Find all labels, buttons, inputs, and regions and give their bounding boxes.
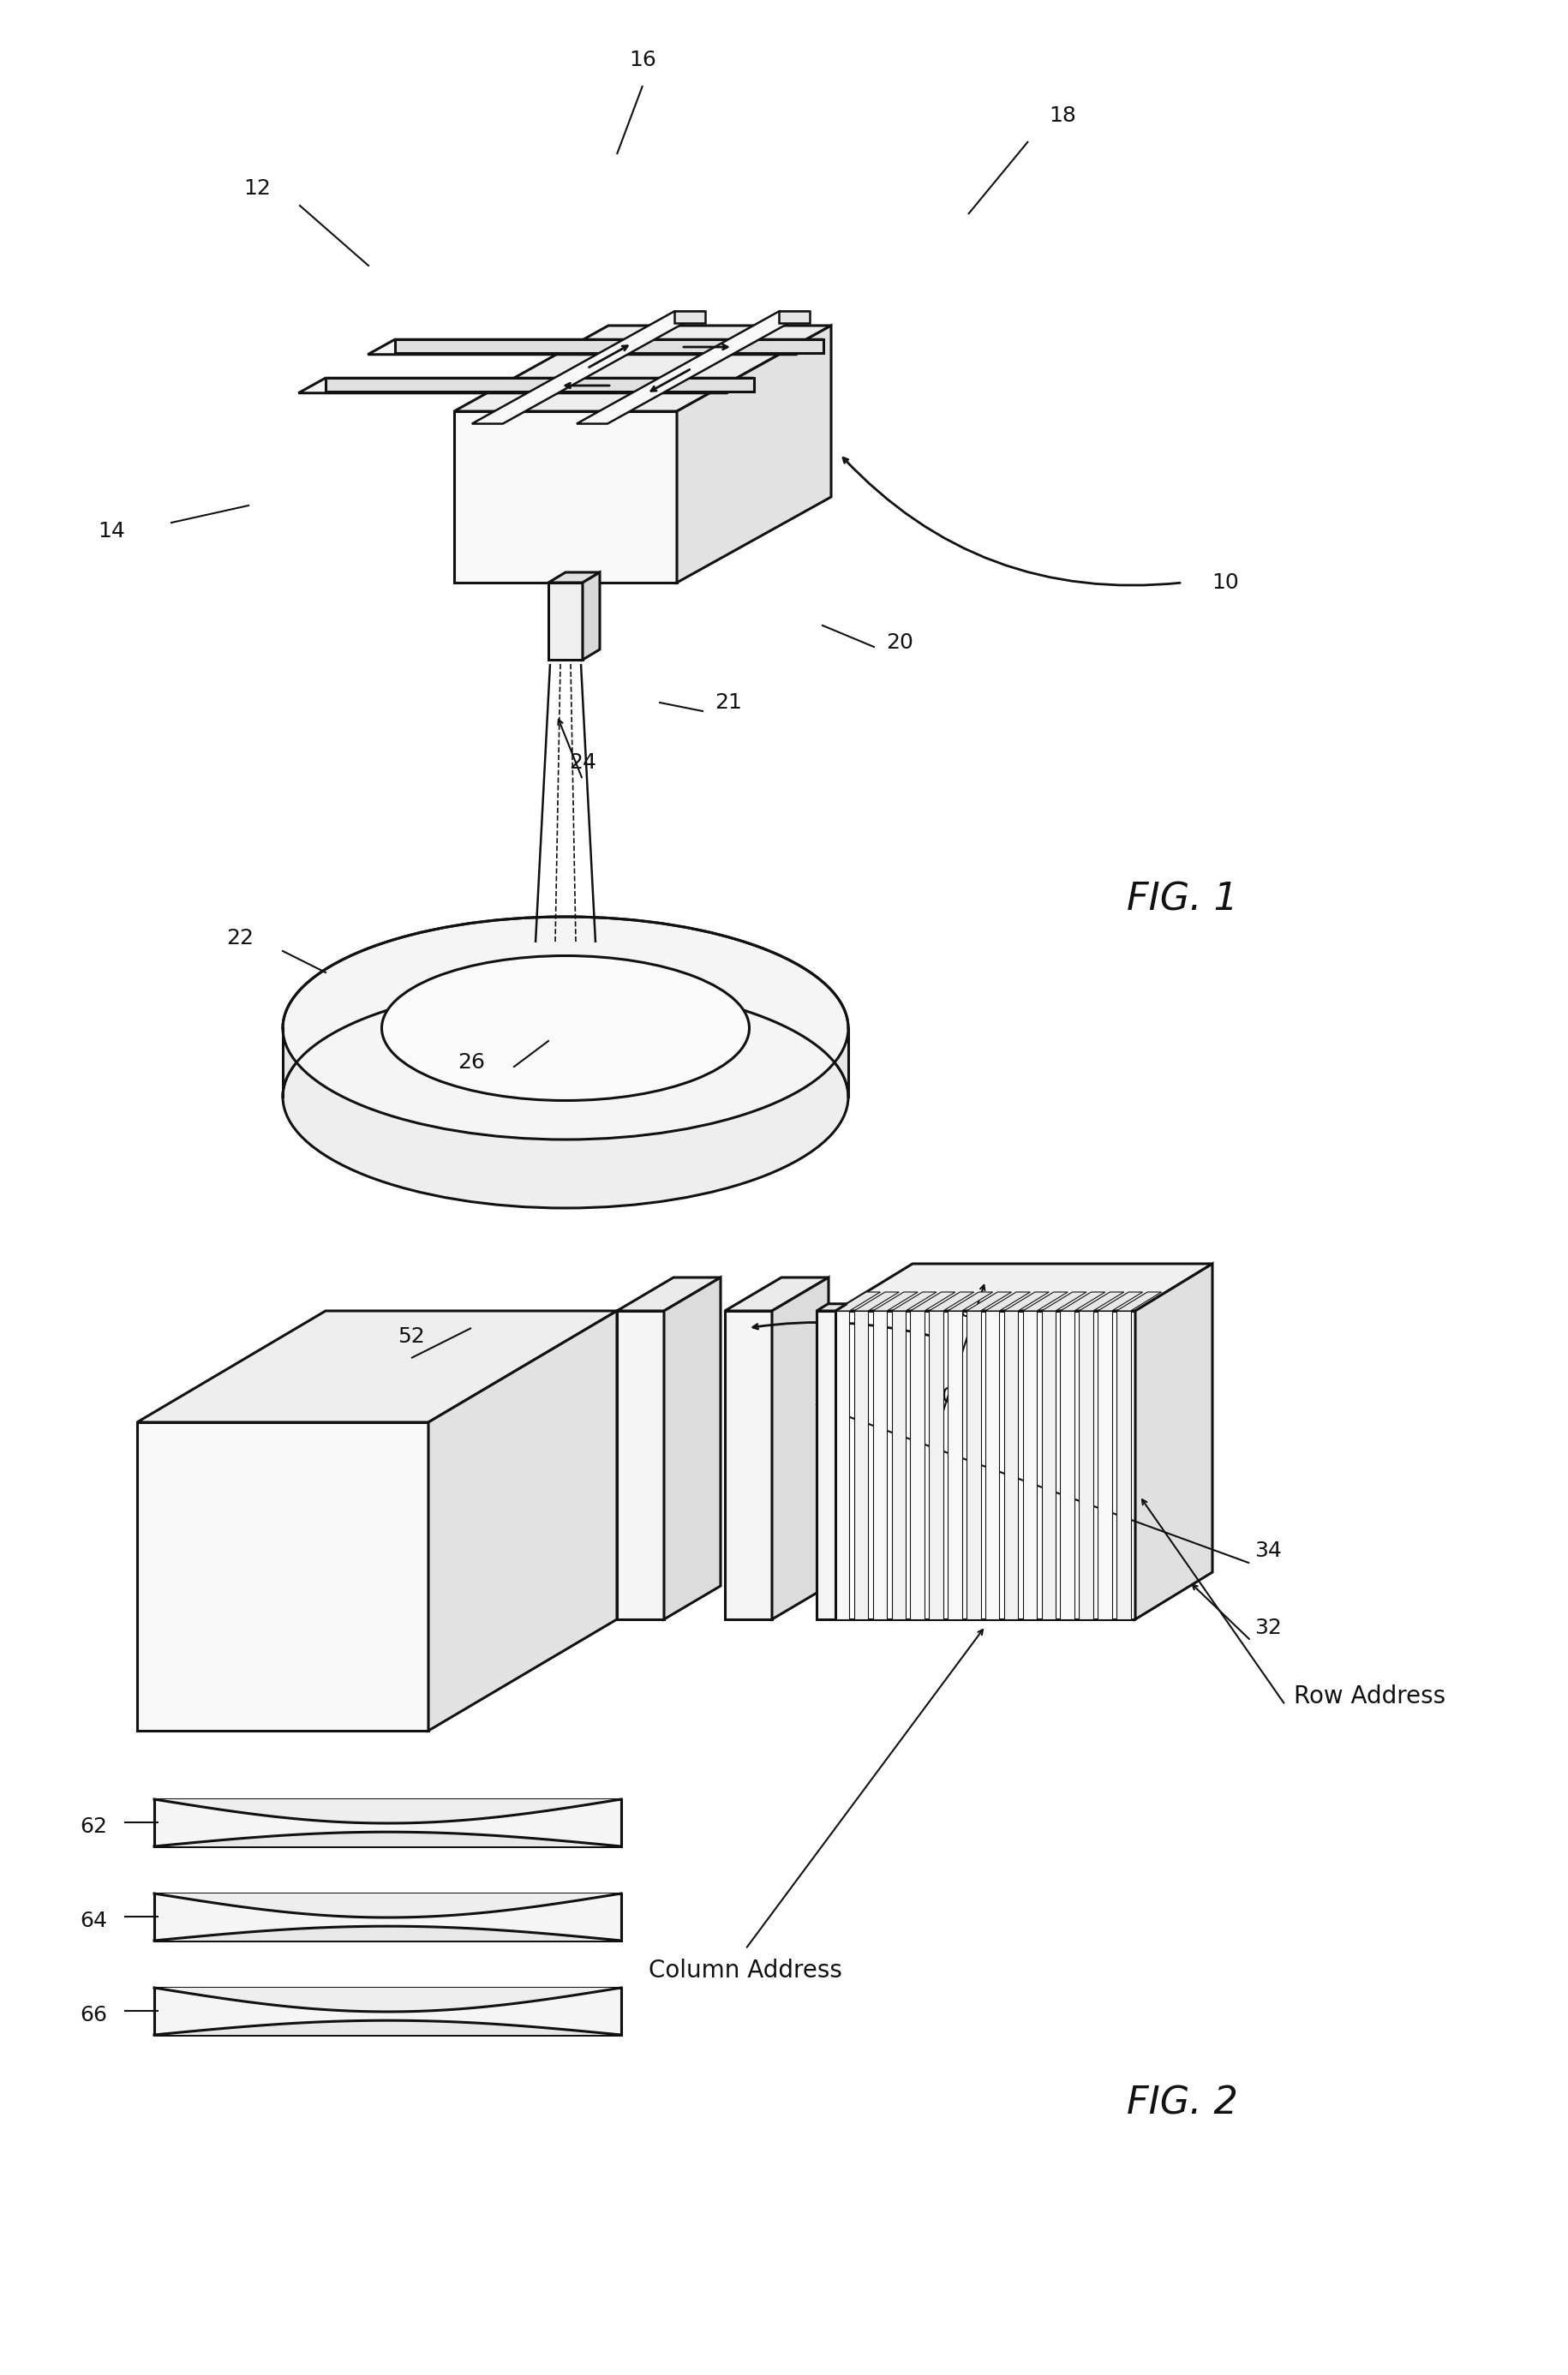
Polygon shape (616, 1311, 663, 1620)
Polygon shape (298, 378, 753, 392)
Text: 10: 10 (1210, 572, 1239, 594)
Text: 62: 62 (80, 1817, 107, 1836)
Polygon shape (1022, 1311, 1036, 1620)
Polygon shape (891, 1311, 905, 1620)
Polygon shape (909, 1311, 924, 1620)
Polygon shape (428, 1311, 616, 1731)
Text: FIG. 1: FIG. 1 (1126, 881, 1237, 919)
Text: 30: 30 (946, 1302, 972, 1320)
Text: Column Address: Column Address (648, 1959, 842, 1983)
Polygon shape (891, 1292, 936, 1311)
Ellipse shape (381, 955, 750, 1100)
Ellipse shape (282, 986, 848, 1209)
Polygon shape (947, 1292, 993, 1311)
Text: 48: 48 (637, 1325, 665, 1347)
Polygon shape (1135, 1264, 1212, 1620)
Polygon shape (834, 1264, 1212, 1311)
Polygon shape (367, 340, 823, 354)
Text: FIG. 2: FIG. 2 (1126, 2085, 1237, 2121)
Polygon shape (815, 1311, 834, 1620)
Polygon shape (966, 1311, 980, 1620)
Polygon shape (1060, 1292, 1104, 1311)
Polygon shape (676, 325, 831, 582)
Polygon shape (928, 1292, 974, 1311)
Polygon shape (1041, 1311, 1055, 1620)
Polygon shape (724, 1278, 828, 1311)
Text: 66: 66 (80, 2004, 107, 2026)
Polygon shape (771, 1278, 828, 1620)
Text: 21: 21 (715, 691, 742, 712)
Polygon shape (577, 311, 809, 423)
Text: 64: 64 (80, 1910, 107, 1931)
Polygon shape (834, 1292, 880, 1311)
Text: Row Address: Row Address (1294, 1684, 1444, 1708)
Text: 22: 22 (226, 929, 254, 948)
Polygon shape (549, 572, 599, 582)
Polygon shape (154, 1988, 621, 2035)
Polygon shape (909, 1292, 955, 1311)
Text: 52: 52 (397, 1325, 425, 1347)
Polygon shape (853, 1292, 898, 1311)
Polygon shape (928, 1311, 942, 1620)
Polygon shape (582, 572, 599, 660)
Polygon shape (453, 411, 676, 582)
Polygon shape (1098, 1311, 1112, 1620)
Polygon shape (1116, 1311, 1131, 1620)
Polygon shape (1116, 1292, 1160, 1311)
Polygon shape (136, 1311, 616, 1423)
Ellipse shape (282, 917, 848, 1140)
Polygon shape (549, 582, 582, 660)
Text: 32: 32 (1254, 1617, 1281, 1639)
Text: 12: 12 (243, 178, 271, 200)
Text: 24: 24 (569, 753, 596, 772)
Polygon shape (1004, 1292, 1049, 1311)
Polygon shape (1041, 1292, 1087, 1311)
Polygon shape (616, 1278, 720, 1311)
Polygon shape (674, 311, 704, 323)
Polygon shape (1022, 1292, 1068, 1311)
Polygon shape (815, 1304, 847, 1311)
Polygon shape (395, 340, 823, 354)
Text: 20: 20 (886, 632, 913, 653)
Text: 40: 40 (928, 1387, 955, 1406)
Polygon shape (985, 1311, 999, 1620)
Polygon shape (325, 378, 753, 392)
Polygon shape (154, 1800, 621, 1845)
Polygon shape (154, 1893, 621, 1940)
Polygon shape (985, 1292, 1030, 1311)
Text: 16: 16 (629, 50, 655, 71)
Polygon shape (663, 1278, 720, 1620)
Polygon shape (453, 325, 831, 411)
Polygon shape (947, 1311, 961, 1620)
Text: 14: 14 (97, 520, 125, 542)
Polygon shape (853, 1311, 867, 1620)
Polygon shape (872, 1292, 917, 1311)
Polygon shape (472, 311, 704, 423)
Text: 18: 18 (1049, 104, 1076, 126)
Text: 42: 42 (748, 1325, 776, 1347)
Polygon shape (1004, 1311, 1018, 1620)
Polygon shape (1060, 1311, 1074, 1620)
Polygon shape (872, 1311, 886, 1620)
Polygon shape (778, 311, 809, 323)
Polygon shape (724, 1311, 771, 1620)
Polygon shape (136, 1423, 428, 1731)
Polygon shape (1098, 1292, 1142, 1311)
Polygon shape (1079, 1311, 1093, 1620)
Polygon shape (834, 1311, 848, 1620)
Polygon shape (966, 1292, 1011, 1311)
Polygon shape (1079, 1292, 1123, 1311)
Text: 34: 34 (1254, 1541, 1281, 1560)
Text: 26: 26 (458, 1052, 485, 1074)
